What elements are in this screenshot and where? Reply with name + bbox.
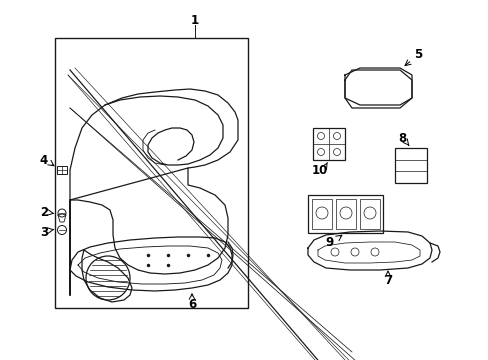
5 [342,78,347,82]
Text: 2: 2 [40,206,48,219]
Text: 4: 4 [40,153,48,166]
5 [342,96,347,100]
Text: 5: 5 [413,49,421,62]
5 [396,68,402,72]
Bar [359,199,379,229]
Text: 9: 9 [325,235,333,248]
Text: 6: 6 [187,298,196,311]
Bar [307,195,382,233]
Bar [311,199,331,229]
Text: 1: 1 [190,13,199,27]
Text: 10: 10 [311,163,327,176]
5 [396,106,402,110]
Line: 5: 5 [345,70,411,108]
5 [408,96,414,100]
5 [348,68,354,72]
Bar [394,148,426,183]
Text: 7: 7 [383,274,391,287]
Bar [335,199,355,229]
5 [342,78,347,82]
Bar [57,166,67,174]
Bar [55,38,247,308]
Text: 8: 8 [397,131,406,144]
Text: 3: 3 [40,225,48,238]
5 [348,106,354,110]
5 [408,78,414,82]
Bar [312,128,345,160]
